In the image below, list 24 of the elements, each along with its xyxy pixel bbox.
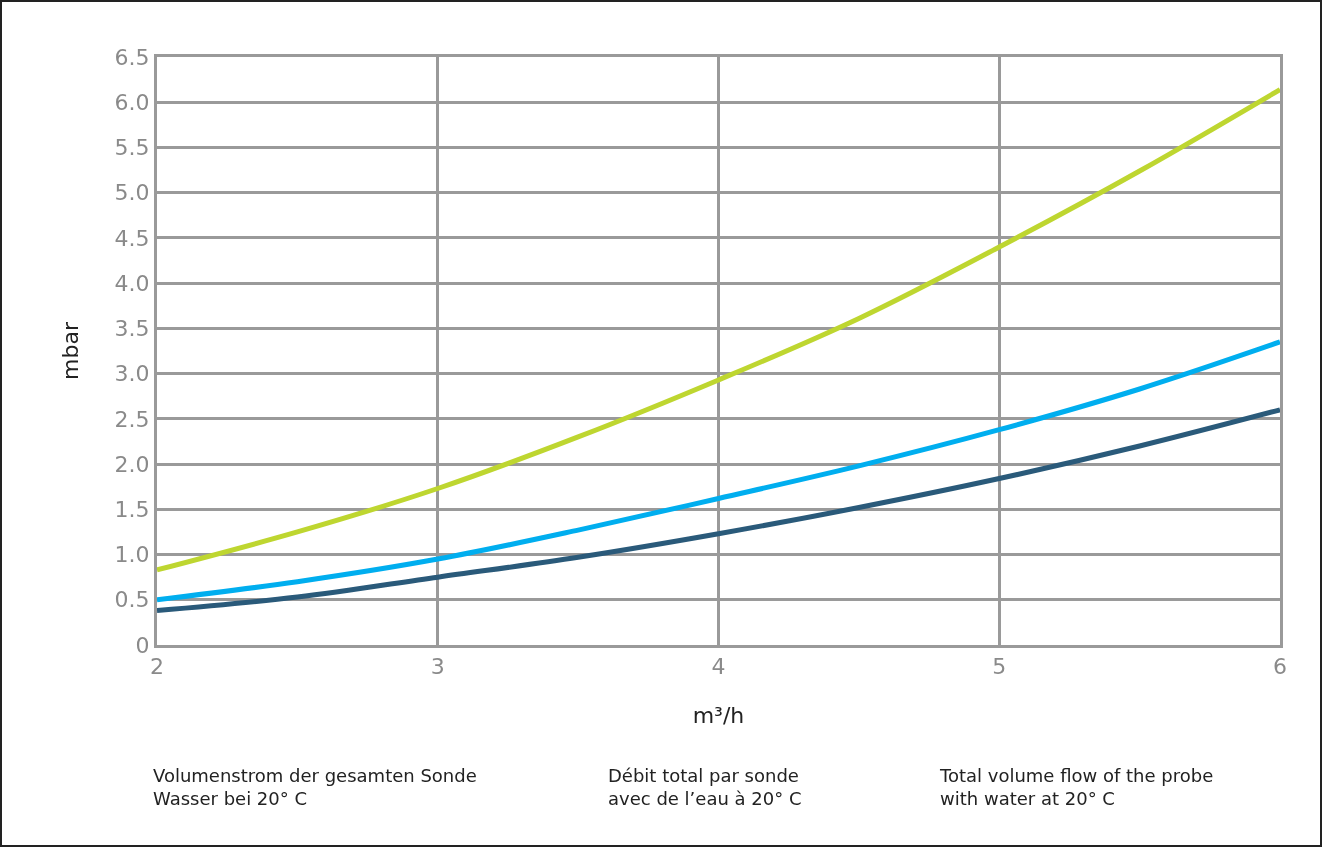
y-axis-title: mbar — [58, 321, 84, 380]
y-tick-label: 1.0 — [114, 542, 150, 568]
y-tick-label: 2.5 — [114, 406, 150, 432]
y-tick-label: 0.5 — [114, 587, 150, 613]
x-tick-label: 2 — [150, 654, 164, 680]
y-tick-label: 3.5 — [114, 316, 150, 342]
text: Débit total par sonde avec de l’eau à 20° C — [608, 765, 802, 810]
x-tick-label: 4 — [711, 654, 726, 680]
y-tick-label: 6.5 — [114, 44, 150, 70]
y-tick-label: 2.0 — [114, 451, 150, 477]
y-tick-label: 3.0 — [114, 361, 150, 387]
y-tick-label: 0 — [135, 632, 150, 658]
x-tick-label: 5 — [992, 654, 1007, 680]
text: Total volume flow of the probe with water at 20° C — [939, 765, 1214, 810]
y-tick-label: 1.5 — [114, 497, 150, 523]
y-tick-label: 5.5 — [114, 135, 150, 161]
x-tick-label: 6 — [1273, 654, 1287, 680]
x-tick-label: 3 — [430, 654, 445, 680]
x-axis-title: m³/h — [692, 703, 745, 729]
y-tick-label: 6.0 — [114, 89, 150, 115]
y-tick-label: 4.0 — [114, 270, 150, 296]
y-tick-label: 5.0 — [114, 180, 150, 206]
y-tick-label: 4.5 — [114, 225, 150, 251]
text: Volumenstrom der gesamten Sonde Wasser bei 20° C — [153, 765, 477, 810]
